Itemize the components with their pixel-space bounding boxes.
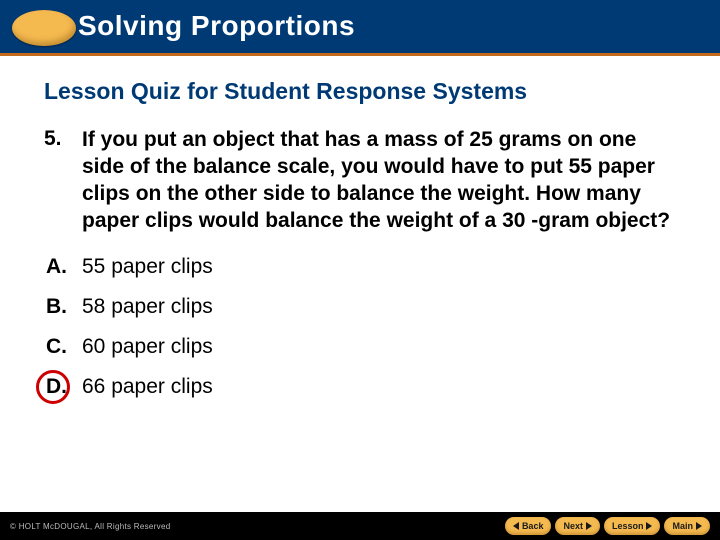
question-row: 5. If you put an object that has a mass … [44, 127, 676, 235]
question-number: 5. [44, 127, 72, 151]
copyright-text: © HOLT McDOUGAL, All Rights Reserved [10, 522, 170, 531]
chevron-right-icon [586, 522, 592, 530]
answer-text: 66 paper clips [82, 375, 213, 399]
answer-text: 58 paper clips [82, 295, 213, 319]
main-label: Main [672, 521, 693, 531]
answer-list: A. 55 paper clips B. 58 paper clips C. 6… [44, 255, 676, 399]
next-label: Next [563, 521, 583, 531]
lesson-button[interactable]: Lesson [604, 517, 661, 535]
chevron-right-icon [646, 522, 652, 530]
question-text: If you put an object that has a mass of … [82, 127, 676, 235]
page-title: Solving Proportions [78, 10, 355, 42]
answer-label: C. [44, 335, 72, 359]
back-button[interactable]: Back [505, 517, 552, 535]
answer-text: 60 paper clips [82, 335, 213, 359]
answer-option[interactable]: C. 60 paper clips [44, 335, 676, 359]
chevron-right-icon [696, 522, 702, 530]
answer-text: 55 paper clips [82, 255, 213, 279]
answer-label: D. [44, 375, 72, 399]
next-button[interactable]: Next [555, 517, 600, 535]
answer-option[interactable]: A. 55 paper clips [44, 255, 676, 279]
lesson-title: Lesson Quiz for Student Response Systems [44, 78, 676, 105]
lesson-label: Lesson [612, 521, 644, 531]
answer-option[interactable]: D. 66 paper clips [44, 375, 676, 399]
nav-button-group: Back Next Lesson Main [505, 517, 710, 535]
header-bar: Solving Proportions [0, 0, 720, 56]
answer-label: A. [44, 255, 72, 279]
main-button[interactable]: Main [664, 517, 710, 535]
answer-label: B. [44, 295, 72, 319]
content-area: Lesson Quiz for Student Response Systems… [0, 56, 720, 425]
header-oval-icon [12, 10, 76, 46]
back-label: Back [522, 521, 544, 531]
answer-option[interactable]: B. 58 paper clips [44, 295, 676, 319]
chevron-left-icon [513, 522, 519, 530]
footer-bar: © HOLT McDOUGAL, All Rights Reserved Bac… [0, 512, 720, 540]
